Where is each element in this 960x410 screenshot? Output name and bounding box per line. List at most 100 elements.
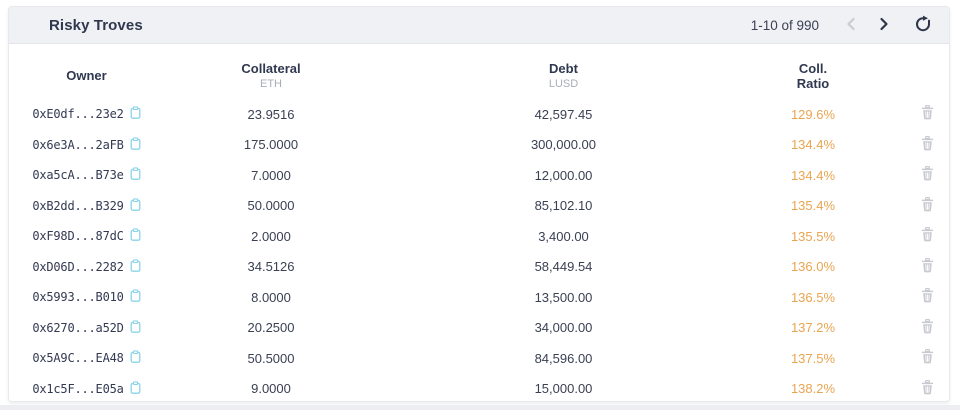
liquidate-trove-button[interactable] [921, 166, 934, 184]
copy-address-button[interactable] [130, 198, 141, 214]
ratio-cell: 137.5% [749, 351, 877, 366]
collateral-cell: 50.5000 [164, 351, 378, 366]
collateral-value: 50.0000 [247, 198, 295, 214]
debt-value: 15,000.00 [534, 381, 593, 397]
debt-cell: 58,449.54 [378, 259, 749, 274]
ratio-cell: 137.2% [749, 320, 877, 335]
actions-cell [877, 349, 949, 367]
debt-value: 13,500.00 [534, 289, 593, 305]
coll-ratio-value: 137.5% [790, 350, 836, 366]
copy-address-button[interactable] [130, 106, 141, 122]
collateral-cell: 9.0000 [164, 381, 378, 396]
trash-icon [921, 135, 934, 154]
owner-address: 0xF98D...87dC [32, 229, 124, 244]
ratio-cell: 135.5% [749, 229, 877, 244]
table-header-row: Owner Collateral ETH Debt LUSD Coll. Rat… [9, 44, 949, 99]
coll-ratio-value: 129.6% [790, 106, 836, 122]
copy-address-button[interactable] [130, 228, 141, 244]
collateral-value: 9.0000 [251, 381, 291, 397]
table-row: 0x6e3A...2aFB 175.0000 300,000.00 134.4% [9, 130, 949, 161]
owner-cell: 0xB2dd...B329 [9, 198, 164, 214]
copy-icon [130, 198, 141, 214]
liquidate-trove-button[interactable] [921, 105, 934, 123]
copy-address-button[interactable] [130, 320, 141, 336]
refresh-button[interactable] [911, 13, 935, 37]
trash-icon [921, 288, 934, 306]
ratio-cell: 136.0% [749, 259, 877, 274]
coll-ratio-value: 134.4% [790, 167, 836, 183]
table-row: 0xD06D...2282 34.5126 58,449.54 136.0% [9, 252, 949, 283]
owner-address: 0xB2dd...B329 [32, 198, 124, 213]
collateral-cell: 20.2500 [164, 320, 378, 335]
copy-address-button[interactable] [130, 259, 141, 275]
table-row: 0x1c5F...E05a 9.0000 15,000.00 138.2% [9, 374, 949, 402]
collateral-cell: 23.9516 [164, 107, 378, 122]
collateral-cell: 34.5126 [164, 259, 378, 274]
table-row: 0x5993...B010 8.0000 13,500.00 136.5% [9, 282, 949, 313]
ratio-cell: 134.4% [749, 168, 877, 183]
liquidate-trove-button[interactable] [921, 227, 934, 245]
actions-cell [877, 288, 949, 306]
owner-address: 0x5A9C...EA48 [32, 351, 124, 366]
liquidate-trove-button[interactable] [921, 196, 934, 215]
owner-cell: 0xD06D...2282 [9, 259, 164, 275]
liquidate-trove-button[interactable] [921, 379, 934, 398]
coll-ratio-value: 137.2% [790, 320, 836, 336]
column-header-collateral: Collateral ETH [241, 61, 301, 91]
chevron-right-icon [876, 16, 891, 35]
owner-cell: 0xF98D...87dC [9, 228, 164, 244]
risky-troves-card: Risky Troves 1-10 of 990 [8, 6, 950, 402]
debt-value: 85,102.10 [534, 198, 593, 214]
coll-ratio-value: 136.0% [790, 259, 836, 275]
next-page-button[interactable] [871, 13, 895, 37]
collateral-value: 175.0000 [243, 137, 299, 153]
trash-icon [921, 379, 934, 398]
liquidate-trove-button[interactable] [921, 257, 934, 276]
table-row: 0x5A9C...EA48 50.5000 84,596.00 137.5% [9, 343, 949, 374]
liquidate-trove-button[interactable] [921, 135, 934, 154]
trash-icon [921, 349, 934, 367]
debt-value: 12,000.00 [534, 167, 593, 183]
owner-cell: 0x6e3A...2aFB [9, 137, 164, 153]
debt-cell: 85,102.10 [378, 198, 749, 213]
liquidate-trove-button[interactable] [921, 288, 934, 306]
copy-icon [130, 228, 141, 244]
copy-icon [130, 106, 141, 122]
table-row: 0xB2dd...B329 50.0000 85,102.10 135.4% [9, 191, 949, 222]
owner-address: 0xa5cA...B73e [32, 168, 124, 183]
copy-address-button[interactable] [130, 381, 141, 397]
debt-cell: 12,000.00 [378, 168, 749, 183]
copy-address-button[interactable] [130, 289, 141, 305]
trash-icon [921, 257, 934, 276]
owner-cell: 0x6270...a52D [9, 320, 164, 336]
liquidate-trove-button[interactable] [921, 349, 934, 367]
collateral-cell: 8.0000 [164, 290, 378, 305]
collateral-value: 7.0000 [251, 167, 291, 183]
trash-icon [921, 196, 934, 215]
copy-address-button[interactable] [130, 167, 141, 183]
debt-value: 58,449.54 [534, 259, 593, 275]
actions-cell [877, 318, 949, 337]
owner-address: 0xD06D...2282 [32, 259, 124, 274]
collateral-cell: 7.0000 [164, 168, 378, 183]
debt-cell: 42,597.45 [378, 107, 749, 122]
ratio-cell: 129.6% [749, 107, 877, 122]
copy-icon [130, 381, 141, 397]
copy-address-button[interactable] [130, 350, 141, 366]
liquidate-trove-button[interactable] [921, 318, 934, 337]
owner-address: 0x5993...B010 [32, 290, 124, 305]
actions-cell [877, 196, 949, 215]
previous-page-button[interactable] [839, 13, 863, 37]
collateral-cell: 50.0000 [164, 198, 378, 213]
ratio-cell: 138.2% [749, 381, 877, 396]
owner-cell: 0xE0df...23e2 [9, 106, 164, 122]
copy-icon [130, 289, 141, 305]
debt-value: 300,000.00 [530, 137, 597, 153]
ratio-cell: 134.4% [749, 137, 877, 152]
debt-value: 34,000.00 [534, 320, 593, 336]
ratio-cell: 136.5% [749, 290, 877, 305]
troves-table: Owner Collateral ETH Debt LUSD Coll. Rat… [9, 44, 949, 402]
trash-icon [921, 227, 934, 245]
pagination-range-label: 1-10 of 990 [750, 17, 819, 33]
copy-address-button[interactable] [130, 137, 141, 153]
